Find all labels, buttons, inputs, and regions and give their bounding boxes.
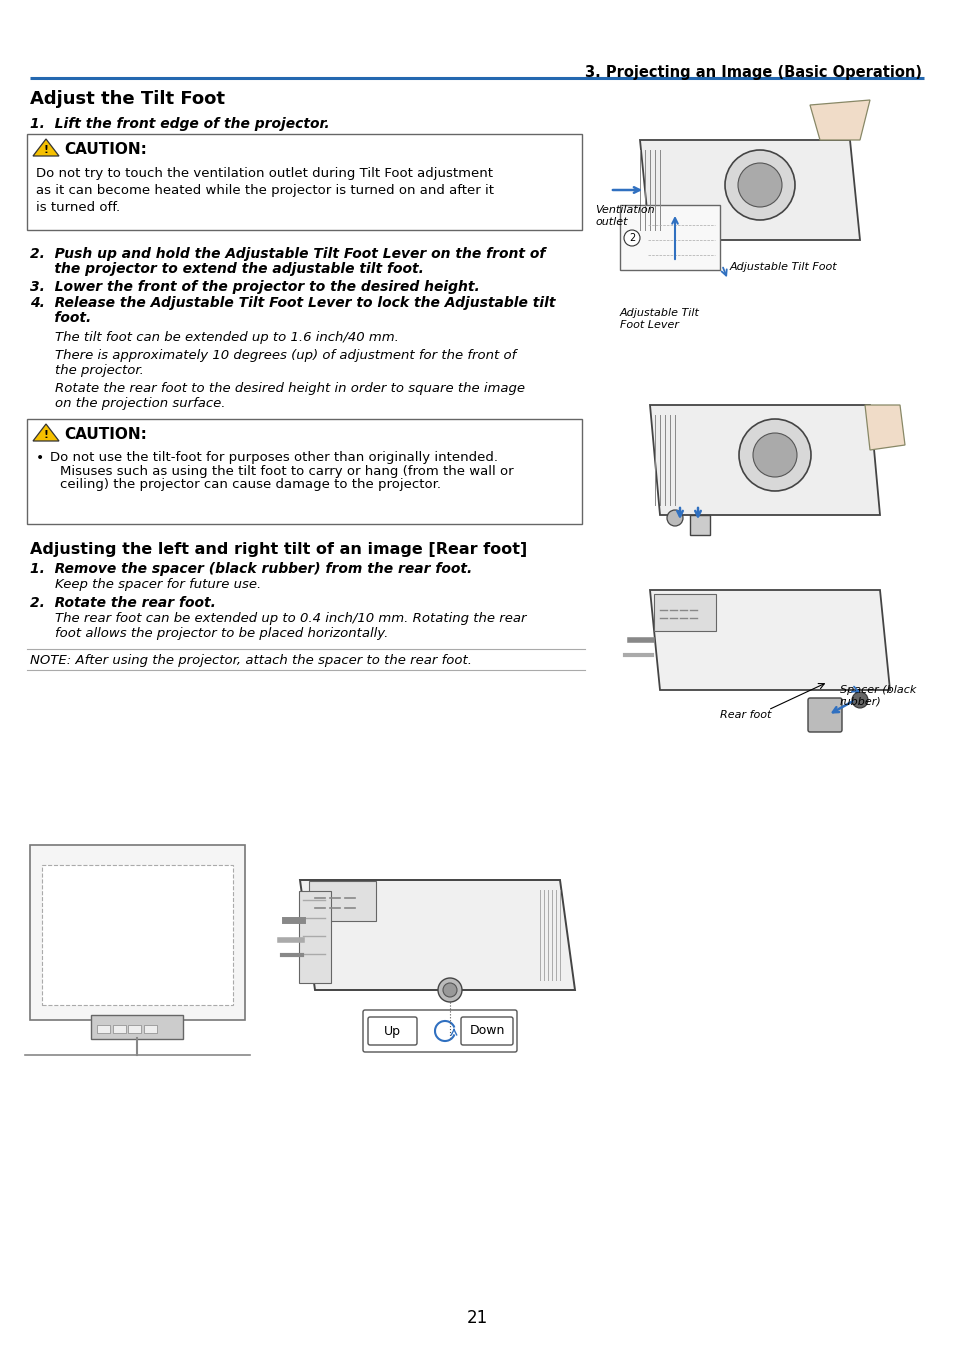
FancyBboxPatch shape — [368, 1016, 416, 1045]
FancyBboxPatch shape — [807, 698, 841, 732]
FancyBboxPatch shape — [30, 845, 245, 1020]
Text: 1.  Lift the front edge of the projector.: 1. Lift the front edge of the projector. — [30, 117, 330, 131]
Polygon shape — [689, 515, 709, 535]
Text: There is approximately 10 degrees (up) of adjustment for the front of: There is approximately 10 degrees (up) o… — [55, 349, 516, 363]
Text: ceiling) the projector can cause damage to the projector.: ceiling) the projector can cause damage … — [60, 479, 440, 491]
Circle shape — [666, 510, 682, 526]
Polygon shape — [33, 139, 59, 156]
Text: Rotate the rear foot to the desired height in order to square the image: Rotate the rear foot to the desired heig… — [55, 381, 524, 395]
Text: Keep the spacer for future use.: Keep the spacer for future use. — [55, 578, 261, 590]
Text: 2: 2 — [628, 233, 635, 243]
Text: !: ! — [44, 430, 49, 439]
FancyBboxPatch shape — [144, 1024, 157, 1033]
Circle shape — [851, 692, 867, 708]
FancyBboxPatch shape — [619, 205, 720, 270]
FancyBboxPatch shape — [309, 882, 375, 921]
Text: Down: Down — [469, 1024, 504, 1038]
Circle shape — [738, 163, 781, 208]
Circle shape — [623, 231, 639, 245]
Text: Adjustable Tilt Foot: Adjustable Tilt Foot — [729, 262, 837, 272]
Polygon shape — [639, 140, 859, 240]
Polygon shape — [299, 880, 575, 989]
Text: Ventilation
outlet: Ventilation outlet — [595, 205, 654, 226]
Text: on the projection surface.: on the projection surface. — [55, 398, 225, 410]
Circle shape — [739, 419, 810, 491]
Text: NOTE: After using the projector, attach the spacer to the rear foot.: NOTE: After using the projector, attach … — [30, 654, 472, 667]
Polygon shape — [809, 100, 869, 140]
Polygon shape — [649, 590, 889, 690]
FancyBboxPatch shape — [91, 1015, 183, 1039]
FancyBboxPatch shape — [27, 133, 581, 231]
Text: 3. Projecting an Image (Basic Operation): 3. Projecting an Image (Basic Operation) — [584, 65, 921, 80]
Circle shape — [724, 150, 794, 220]
Text: Adjusting the left and right tilt of an image [Rear foot]: Adjusting the left and right tilt of an … — [30, 542, 527, 557]
FancyBboxPatch shape — [298, 891, 331, 983]
Text: Spacer (black
rubber): Spacer (black rubber) — [840, 685, 916, 706]
Text: 2.  Push up and hold the Adjustable Tilt Foot Lever on the front of: 2. Push up and hold the Adjustable Tilt … — [30, 247, 545, 262]
Text: CAUTION:: CAUTION: — [64, 427, 147, 442]
Text: 1.  Remove the spacer (black rubber) from the rear foot.: 1. Remove the spacer (black rubber) from… — [30, 562, 472, 576]
FancyBboxPatch shape — [27, 419, 581, 524]
FancyBboxPatch shape — [654, 594, 716, 631]
FancyBboxPatch shape — [460, 1016, 513, 1045]
FancyBboxPatch shape — [112, 1024, 126, 1033]
Text: the projector to extend the adjustable tilt foot.: the projector to extend the adjustable t… — [30, 262, 423, 276]
Text: 21: 21 — [466, 1309, 487, 1326]
Text: Adjust the Tilt Foot: Adjust the Tilt Foot — [30, 90, 225, 108]
Text: CAUTION:: CAUTION: — [64, 142, 147, 156]
FancyBboxPatch shape — [96, 1024, 110, 1033]
Text: The tilt foot can be extended up to 1.6 inch/40 mm.: The tilt foot can be extended up to 1.6 … — [55, 332, 398, 344]
Polygon shape — [649, 404, 879, 515]
Text: Do not try to touch the ventilation outlet during Tilt Foot adjustment
as it can: Do not try to touch the ventilation outl… — [36, 167, 494, 214]
Text: 3.  Lower the front of the projector to the desired height.: 3. Lower the front of the projector to t… — [30, 280, 479, 294]
FancyBboxPatch shape — [363, 1010, 517, 1051]
Text: Misuses such as using the tilt foot to carry or hang (from the wall or: Misuses such as using the tilt foot to c… — [60, 465, 513, 479]
Text: Up: Up — [383, 1024, 400, 1038]
Text: Do not use the tilt-foot for purposes other than originally intended.: Do not use the tilt-foot for purposes ot… — [50, 452, 497, 464]
Circle shape — [442, 983, 456, 998]
FancyBboxPatch shape — [129, 1024, 141, 1033]
Text: The rear foot can be extended up to 0.4 inch/10 mm. Rotating the rear: The rear foot can be extended up to 0.4 … — [55, 612, 526, 625]
Text: foot.: foot. — [30, 311, 91, 325]
Text: 4.  Release the Adjustable Tilt Foot Lever to lock the Adjustable tilt: 4. Release the Adjustable Tilt Foot Leve… — [30, 297, 555, 310]
Circle shape — [437, 979, 461, 1002]
Text: the projector.: the projector. — [55, 364, 144, 377]
Text: 2.  Rotate the rear foot.: 2. Rotate the rear foot. — [30, 596, 215, 611]
Text: Rear foot: Rear foot — [720, 710, 771, 720]
Circle shape — [752, 433, 796, 477]
FancyBboxPatch shape — [42, 865, 233, 1006]
Text: foot allows the projector to be placed horizontally.: foot allows the projector to be placed h… — [55, 627, 388, 640]
Polygon shape — [864, 404, 904, 450]
Text: •: • — [36, 452, 44, 465]
Polygon shape — [33, 425, 59, 441]
Text: !: ! — [44, 146, 49, 155]
Text: Adjustable Tilt
Foot Lever: Adjustable Tilt Foot Lever — [619, 307, 700, 330]
